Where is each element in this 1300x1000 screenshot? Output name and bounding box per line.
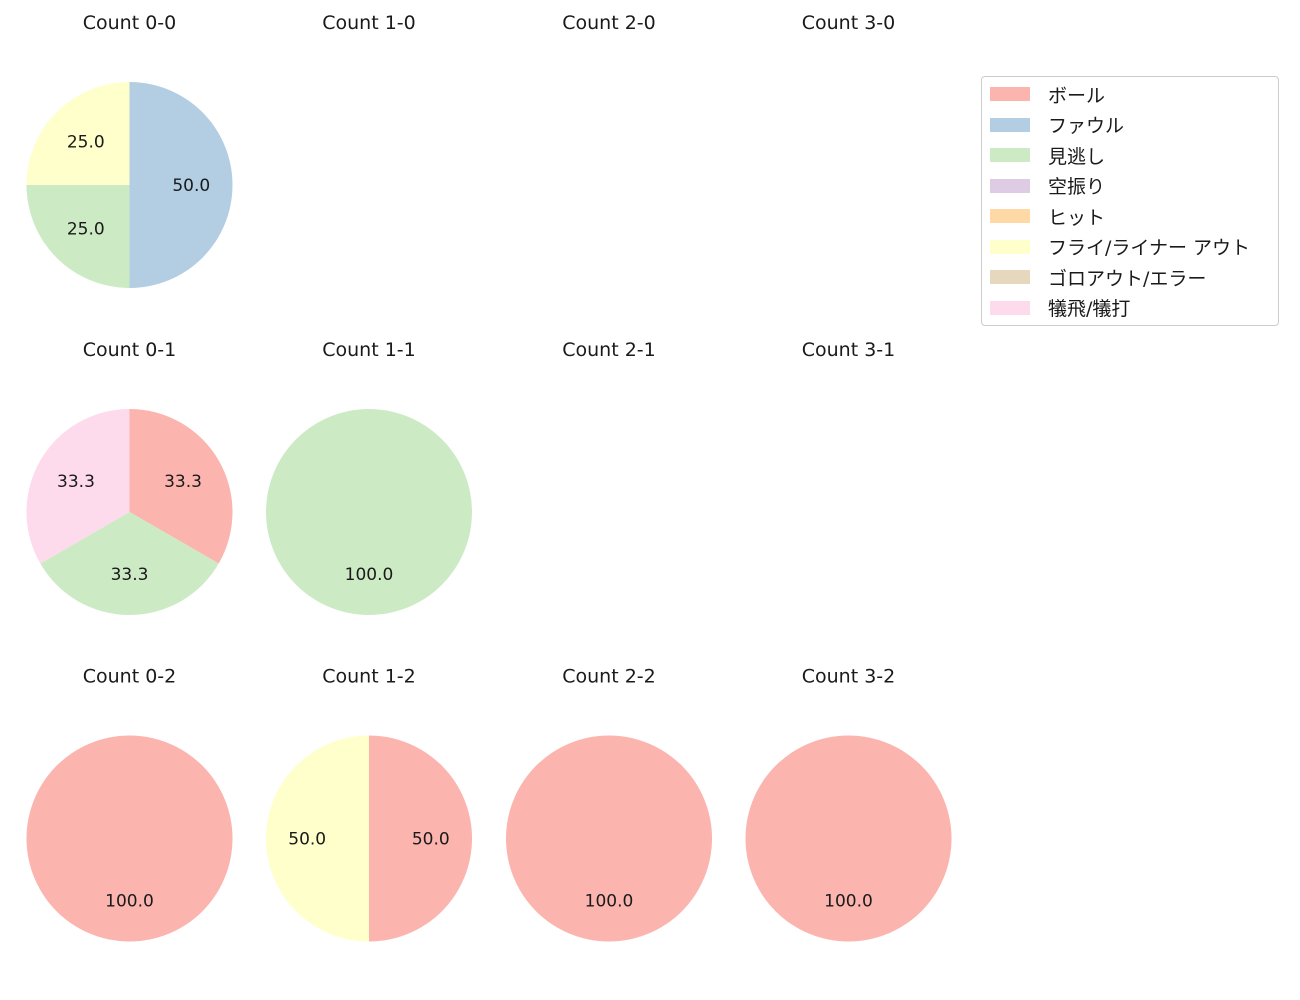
legend-swatch bbox=[990, 148, 1030, 162]
legend-entry: 犠飛/犠打 bbox=[990, 295, 1130, 321]
pie-title: Count 3-2 bbox=[802, 666, 896, 688]
pie-count-3-1: Count 3-1 bbox=[802, 339, 896, 361]
pie-count-2-1: Count 2-1 bbox=[562, 339, 656, 361]
legend-swatch bbox=[990, 87, 1030, 101]
pie-title: Count 0-0 bbox=[83, 12, 177, 34]
pie-slice bbox=[40, 512, 219, 615]
legend-label: ファウル bbox=[1048, 115, 1125, 137]
slice-label: 100.0 bbox=[345, 565, 394, 585]
legend-swatch bbox=[990, 117, 1030, 132]
legend-entry: ヒット bbox=[990, 203, 1105, 229]
pie-slice bbox=[266, 735, 369, 942]
legend-label: ヒット bbox=[1048, 206, 1106, 229]
pie-count-0-2: Count 0-2 100.0 bbox=[26, 666, 233, 942]
slice-label: 25.0 bbox=[67, 220, 105, 240]
pie-count-2-2: Count 2-2 100.0 bbox=[506, 666, 712, 942]
slice-label: 33.3 bbox=[57, 472, 95, 492]
pie-slice bbox=[129, 82, 233, 288]
legend-swatch bbox=[990, 270, 1030, 284]
legend-entry: 見逃し bbox=[990, 142, 1105, 168]
pie-title: Count 3-1 bbox=[802, 339, 896, 361]
legend-label: 犠飛/犠打 bbox=[1048, 298, 1131, 320]
pie-title: Count 1-0 bbox=[322, 12, 416, 34]
pie-slice bbox=[26, 735, 233, 942]
slice-label: 33.3 bbox=[164, 472, 202, 492]
legend-swatch bbox=[990, 178, 1030, 193]
pie-slice bbox=[506, 735, 712, 942]
slice-label: 50.0 bbox=[412, 830, 450, 850]
pie-slice bbox=[129, 409, 233, 564]
pie-count-0-0: Count 0-0 50.0 25.0 25.0 bbox=[26, 12, 233, 288]
pie-slice bbox=[369, 735, 472, 942]
pie-count-1-0: Count 1-0 bbox=[322, 12, 416, 34]
slice-label: 25.0 bbox=[67, 132, 105, 152]
pie-count-3-0: Count 3-0 bbox=[802, 12, 896, 34]
legend-entry: ファウル bbox=[990, 112, 1124, 138]
chart-legend: ボールファウル見逃し空振りヒットフライ/ライナー アウト ゴロアウト/エラー 犠飛/… bbox=[981, 76, 1279, 326]
legend-entry: ゴロアウト/エラー bbox=[990, 264, 1206, 290]
legend-entry: フライ/ライナー アウト bbox=[990, 234, 1250, 260]
pie-title: Count 0-2 bbox=[83, 666, 177, 688]
pie-slice bbox=[266, 409, 472, 615]
legend-swatch bbox=[990, 239, 1030, 254]
slice-label: 100.0 bbox=[824, 891, 873, 911]
legend-entry: ボール bbox=[990, 81, 1105, 107]
pie-slice bbox=[745, 735, 952, 942]
pie-slice bbox=[26, 185, 130, 288]
pie-title: Count 1-2 bbox=[322, 666, 416, 688]
pie-title: Count 3-0 bbox=[802, 12, 896, 34]
legend-label: 見逃し bbox=[1048, 145, 1106, 168]
legend-label: フライ/ライナー アウト bbox=[1048, 237, 1251, 259]
pie-count-1-2: Count 1-2 50.0 50.0 bbox=[266, 666, 472, 942]
pie-title: Count 1-1 bbox=[322, 339, 416, 361]
pie-title: Count 2-1 bbox=[562, 339, 656, 361]
slice-label: 50.0 bbox=[172, 176, 210, 196]
legend-label: ゴロアウト/エラー bbox=[1048, 267, 1207, 290]
slice-label: 50.0 bbox=[288, 830, 326, 850]
legend-swatch bbox=[990, 300, 1030, 315]
pie-count-1-1: Count 1-1 100.0 bbox=[266, 339, 472, 615]
pie-count-0-1: Count 0-1 33.3 33.3 33.3 bbox=[26, 339, 233, 615]
pie-count-2-0: Count 2-0 bbox=[562, 12, 656, 34]
pie-slice bbox=[26, 409, 130, 564]
pie-title: Count 2-2 bbox=[562, 666, 656, 688]
pie-count-3-2: Count 3-2 100.0 bbox=[745, 666, 952, 942]
legend-swatch bbox=[990, 209, 1030, 223]
legend-label: 空振り bbox=[1048, 176, 1106, 198]
slice-label: 100.0 bbox=[105, 891, 154, 911]
pie-title: Count 0-1 bbox=[83, 339, 177, 361]
slice-label: 33.3 bbox=[111, 565, 149, 585]
legend-entry: 空振り bbox=[990, 173, 1105, 199]
legend-label: ボール bbox=[1048, 84, 1106, 107]
slice-label: 100.0 bbox=[585, 891, 634, 911]
pie-slice bbox=[26, 82, 130, 185]
pie-title: Count 2-0 bbox=[562, 12, 656, 34]
